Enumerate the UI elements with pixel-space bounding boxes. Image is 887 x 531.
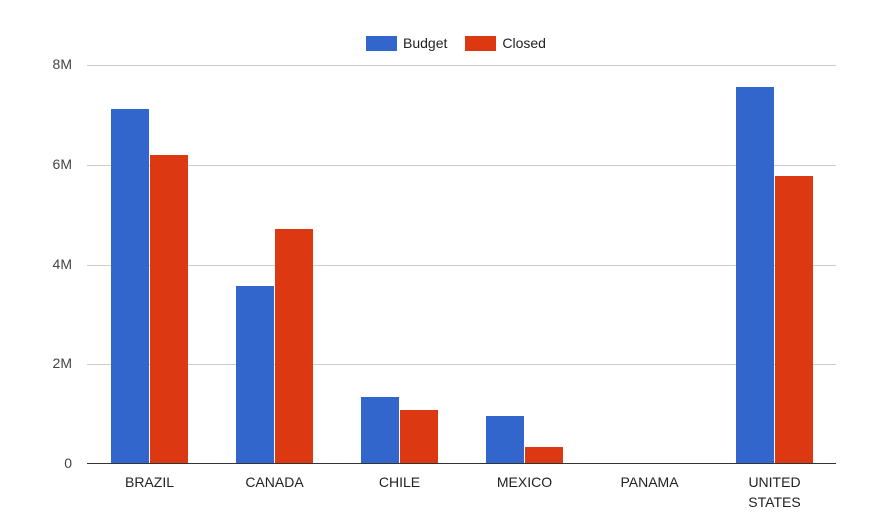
y-tick-label: 4M: [52, 255, 72, 272]
x-tick-label: UNITED STATES: [748, 474, 801, 510]
x-tick-label: MEXICO: [496, 474, 553, 490]
gridline: [87, 65, 836, 66]
legend-swatch-closed: [465, 35, 497, 51]
legend-label-closed: Closed: [502, 35, 546, 51]
chart-legend: Budget Closed: [366, 35, 564, 51]
y-tick-label: 8M: [52, 56, 72, 72]
bar-closed[interactable]: [400, 410, 438, 464]
bar-closed[interactable]: [525, 447, 563, 464]
gridline: [87, 164, 836, 166]
x-tick-label: PANAMA: [620, 474, 679, 490]
legend-item-closed[interactable]: Closed: [465, 35, 546, 51]
y-tick-label: 6M: [52, 155, 72, 172]
bar-budget[interactable]: [486, 416, 524, 464]
gridline: [87, 264, 836, 266]
bar-budget[interactable]: [236, 286, 274, 464]
y-tick-label: 0: [64, 455, 72, 471]
bar-budget[interactable]: [736, 86, 774, 464]
legend-label-budget: Budget: [403, 35, 448, 51]
x-tick-label: BRAZIL: [124, 474, 174, 490]
x-tick-label: CHILE: [378, 474, 421, 490]
bar-budget[interactable]: [111, 108, 149, 464]
x-axis-line: [87, 463, 836, 464]
x-tick-label: CANADA: [245, 474, 304, 490]
bar-budget[interactable]: [361, 397, 399, 464]
bar-closed[interactable]: [150, 154, 188, 464]
legend-item-budget[interactable]: Budget: [366, 35, 447, 51]
legend-swatch-budget: [366, 35, 397, 51]
gridline: [87, 364, 836, 366]
bar-closed[interactable]: [775, 175, 813, 464]
bar-closed[interactable]: [275, 228, 313, 464]
y-tick-label: 2M: [52, 355, 72, 372]
plot-area: [87, 65, 836, 464]
